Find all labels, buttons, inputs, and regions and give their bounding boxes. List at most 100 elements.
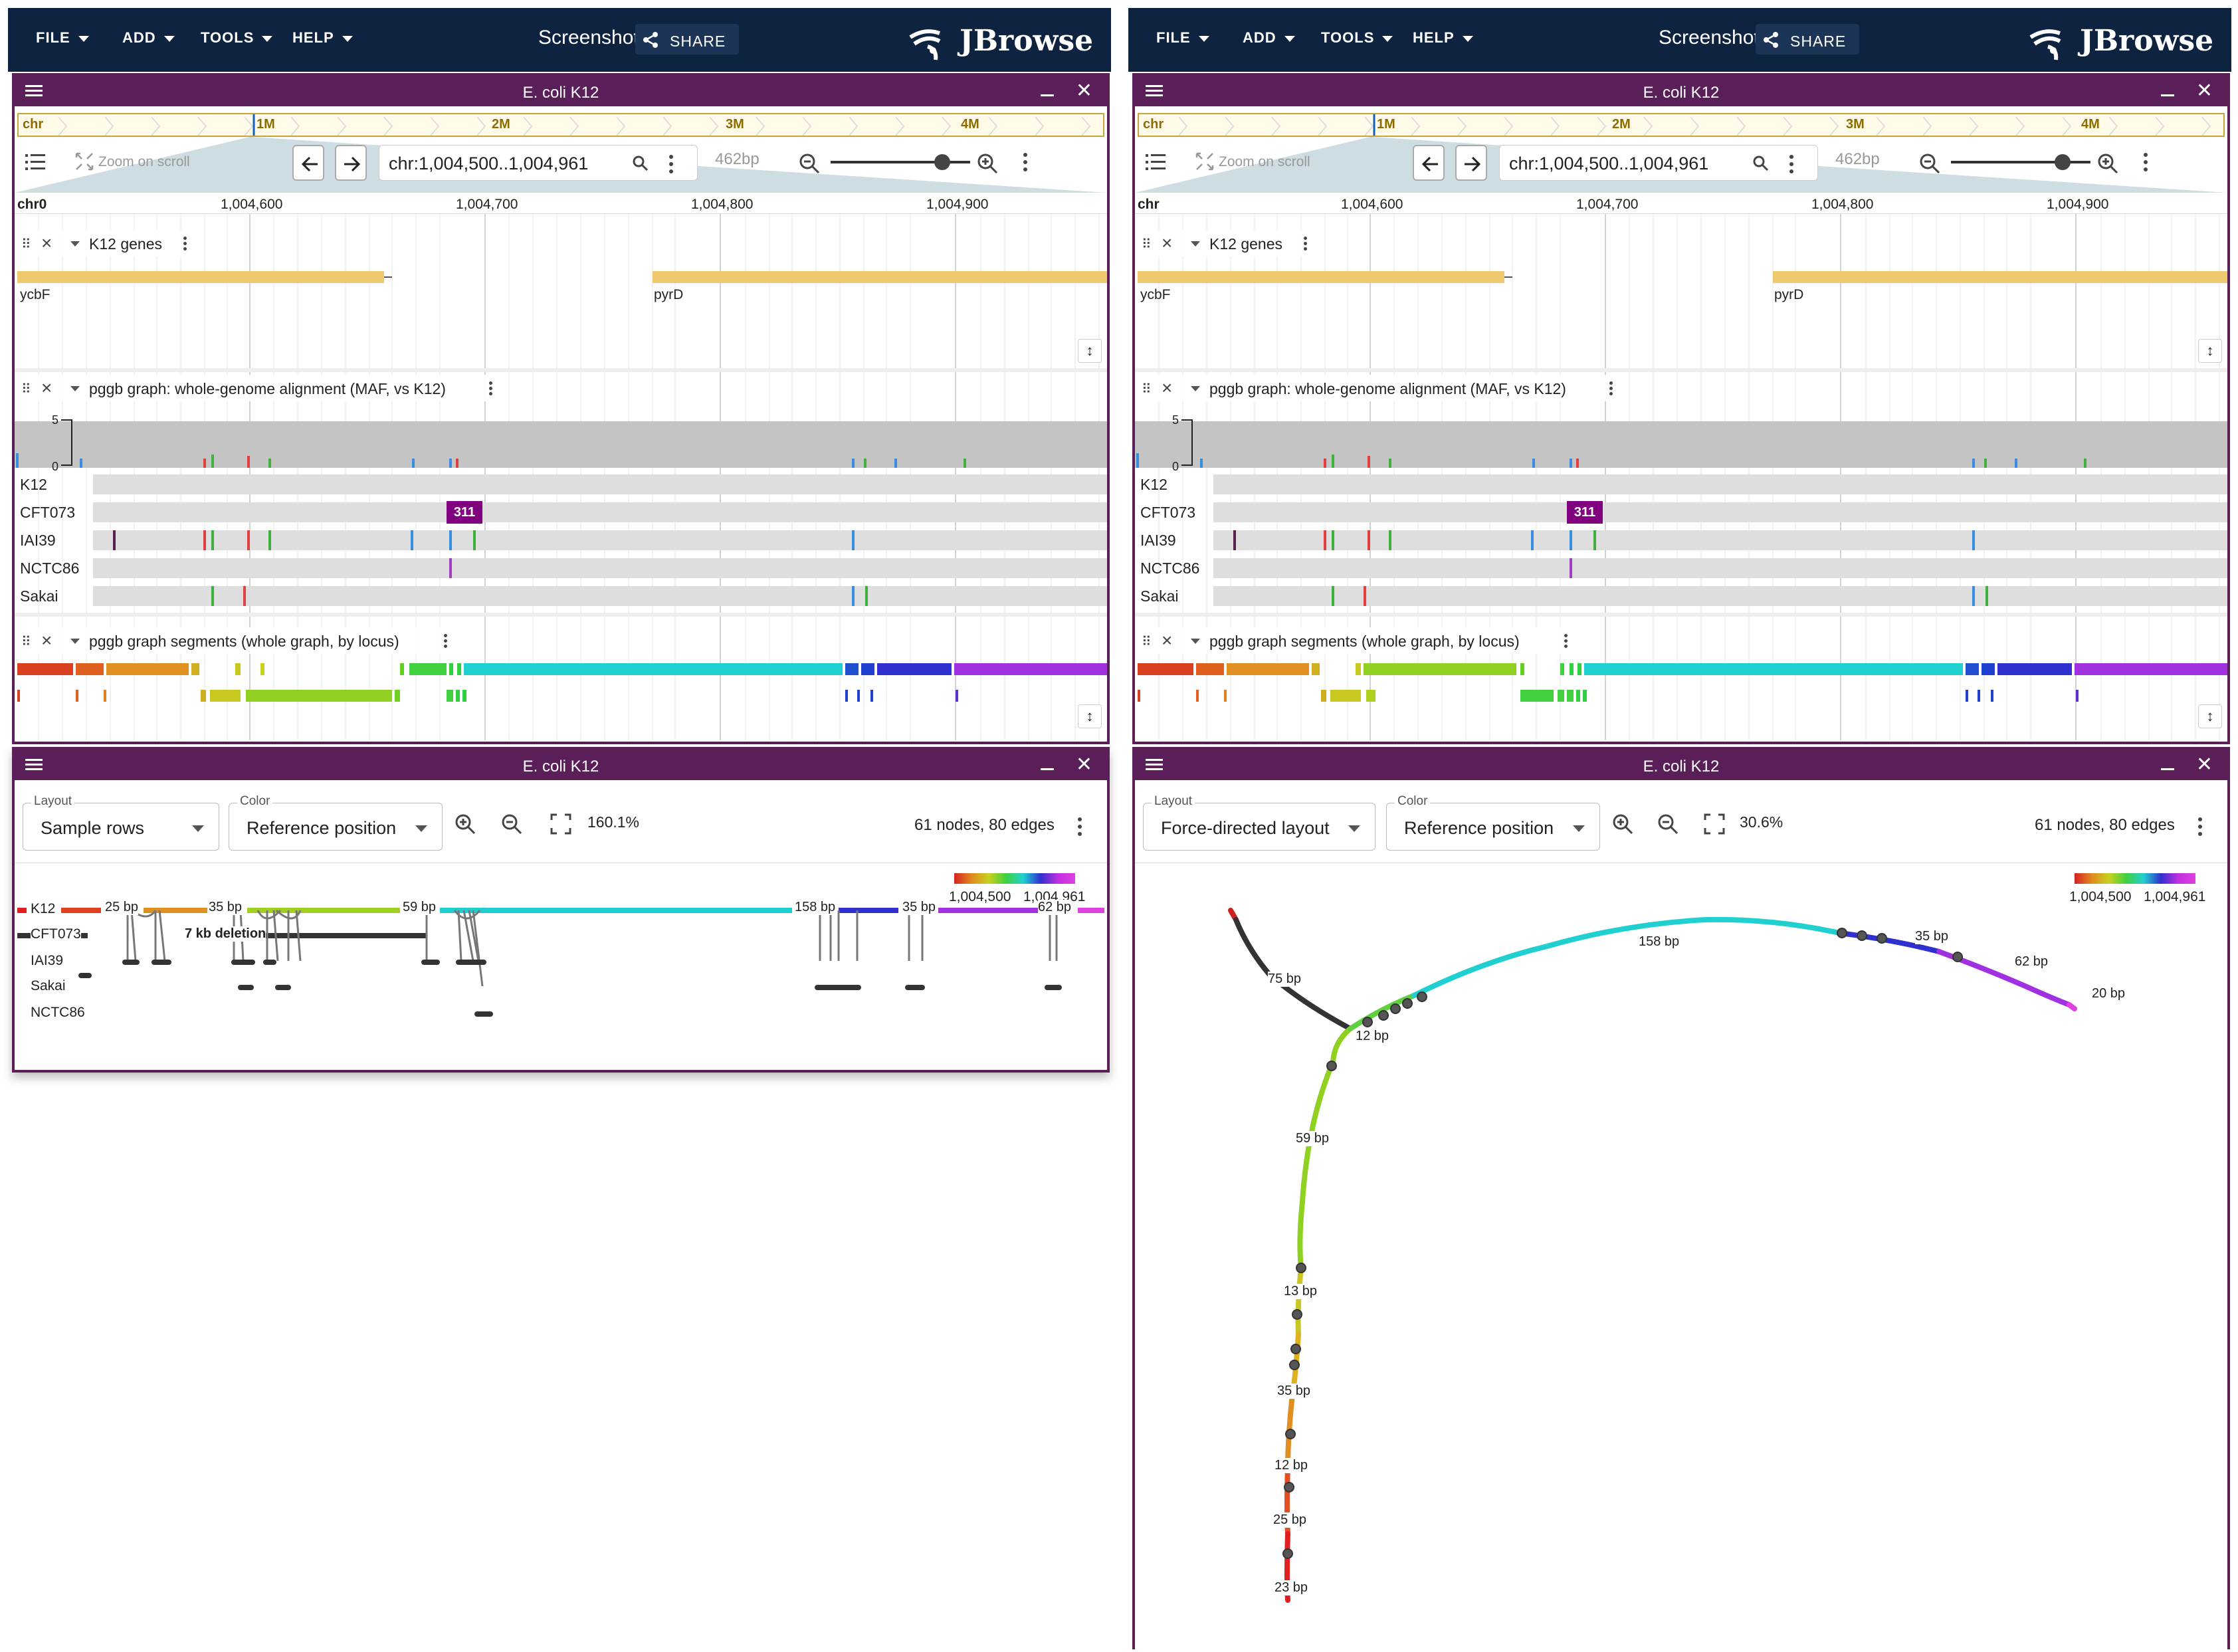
track-divider[interactable] xyxy=(1135,613,2227,617)
track-menu-icon[interactable] xyxy=(1609,381,1613,399)
scroll-right-button[interactable] xyxy=(335,145,367,181)
scroll-left-button[interactable] xyxy=(1413,145,1445,181)
minimize-icon[interactable] xyxy=(1041,768,1054,770)
view-options-icon[interactable] xyxy=(2144,153,2148,175)
zoom-out-icon[interactable] xyxy=(1657,813,1680,836)
close-track-icon[interactable]: × xyxy=(1162,377,1173,398)
minimize-icon[interactable] xyxy=(2161,94,2174,96)
locstring-menu-icon[interactable] xyxy=(1789,155,1793,177)
track-selector-icon[interactable] xyxy=(25,153,45,171)
minimize-icon[interactable] xyxy=(1041,94,1054,96)
share-button[interactable]: SHARE xyxy=(635,24,739,54)
scroll-right-button[interactable] xyxy=(1455,145,1487,181)
menu-help-label: HELP xyxy=(292,29,334,46)
chevron-down-icon[interactable] xyxy=(70,639,80,644)
search-icon[interactable] xyxy=(632,155,649,172)
menu-help[interactable]: HELP xyxy=(292,29,353,47)
menu-add[interactable]: ADD xyxy=(122,29,175,47)
minimize-icon[interactable] xyxy=(2161,768,2174,770)
menu-tools[interactable]: TOOLS xyxy=(1321,29,1393,47)
menu-file[interactable]: FILE xyxy=(1156,29,1209,47)
resize-track-icon[interactable]: ↕ xyxy=(2198,339,2222,363)
layout-select[interactable]: Layout Sample rows xyxy=(23,794,219,851)
share-button[interactable]: SHARE xyxy=(1756,24,1859,54)
chevron-down-icon[interactable] xyxy=(1191,386,1200,391)
overview-scale-bar[interactable]: chr 1M 2M 3M 4M xyxy=(1138,113,2225,137)
color-select[interactable]: Color Reference position xyxy=(229,794,443,851)
drag-handle-icon[interactable]: ⠿ xyxy=(21,635,31,649)
fit-to-view-icon[interactable] xyxy=(1704,813,1725,835)
zoom-in-icon[interactable] xyxy=(977,153,999,175)
graph-options-icon[interactable] xyxy=(1078,817,1082,839)
track-menu-icon[interactable] xyxy=(489,381,493,399)
view-options-icon[interactable] xyxy=(1023,153,1027,175)
zoom-in-icon[interactable] xyxy=(455,813,477,836)
chevron-down-icon[interactable] xyxy=(1191,241,1200,247)
drag-handle-icon[interactable]: ⠿ xyxy=(1142,635,1152,649)
track-menu-icon[interactable] xyxy=(444,634,448,651)
track-divider[interactable] xyxy=(1135,368,2227,372)
view-menu-icon[interactable] xyxy=(1146,85,1163,97)
drag-handle-icon[interactable]: ⠿ xyxy=(21,237,31,252)
color-select[interactable]: Color Reference position xyxy=(1386,794,1600,851)
locstring-input[interactable]: chr:1,004,500..1,004,961 xyxy=(1499,145,1818,181)
zoom-slider-thumb[interactable] xyxy=(2055,154,2071,170)
close-icon[interactable]: ✕ xyxy=(1075,80,1092,102)
zoom-in-icon[interactable] xyxy=(1612,813,1635,836)
gene-feature[interactable] xyxy=(1773,271,2227,283)
menu-file[interactable]: FILE xyxy=(36,29,89,47)
resize-track-icon[interactable]: ↕ xyxy=(2198,704,2222,728)
locstring-menu-icon[interactable] xyxy=(669,155,673,177)
track-menu-icon[interactable] xyxy=(183,237,187,254)
graph-options-icon[interactable] xyxy=(2198,817,2202,839)
zoom-out-icon[interactable] xyxy=(501,813,524,836)
chevron-down-icon[interactable] xyxy=(70,241,80,247)
gene-feature[interactable] xyxy=(653,271,1107,283)
gene-feature[interactable] xyxy=(1138,271,1504,283)
track-divider[interactable] xyxy=(15,613,1107,617)
close-icon[interactable]: ✕ xyxy=(2195,80,2213,102)
menu-help[interactable]: HELP xyxy=(1413,29,1473,47)
close-track-icon[interactable]: × xyxy=(41,377,52,398)
resize-track-icon[interactable]: ↕ xyxy=(1078,704,1102,728)
scroll-left-button[interactable] xyxy=(292,145,324,181)
chevron-down-icon[interactable] xyxy=(1191,639,1200,644)
resize-track-icon[interactable]: ↕ xyxy=(1078,339,1102,363)
overview-scale-bar[interactable]: chr 1M 2M 3M 4M xyxy=(17,113,1104,137)
gene-feature[interactable] xyxy=(17,271,384,283)
close-icon[interactable]: ✕ xyxy=(2195,754,2213,775)
close-icon[interactable]: ✕ xyxy=(1075,754,1092,775)
search-icon[interactable] xyxy=(1752,155,1770,172)
zoom-on-scroll-icon[interactable] xyxy=(74,152,94,171)
zoom-slider-thumb[interactable] xyxy=(934,154,950,170)
track-divider[interactable] xyxy=(15,368,1107,372)
zoom-out-icon[interactable] xyxy=(1919,153,1942,175)
track-menu-icon[interactable] xyxy=(1564,634,1568,651)
zoom-slider[interactable] xyxy=(831,154,970,170)
layout-select[interactable]: Layout Force-directed layout xyxy=(1143,794,1375,851)
drag-handle-icon[interactable]: ⠿ xyxy=(1142,382,1152,397)
close-track-icon[interactable]: × xyxy=(1162,233,1173,253)
menu-tools[interactable]: TOOLS xyxy=(201,29,273,47)
zoom-in-icon[interactable] xyxy=(2097,153,2120,175)
insertion-badge[interactable]: 311 xyxy=(447,501,482,524)
close-track-icon[interactable]: × xyxy=(41,630,52,651)
close-track-icon[interactable]: × xyxy=(41,233,52,253)
track-selector-icon[interactable] xyxy=(1146,153,1166,171)
locstring-input[interactable]: chr:1,004,500..1,004,961 xyxy=(379,145,698,181)
drag-handle-icon[interactable]: ⠿ xyxy=(21,382,31,397)
menu-add[interactable]: ADD xyxy=(1243,29,1295,47)
sample-rows-graph[interactable] xyxy=(15,896,1107,1062)
view-menu-icon[interactable] xyxy=(1146,759,1163,771)
track-menu-icon[interactable] xyxy=(1304,237,1308,254)
drag-handle-icon[interactable]: ⠿ xyxy=(1142,237,1152,252)
zoom-out-icon[interactable] xyxy=(799,153,821,175)
zoom-on-scroll-icon[interactable] xyxy=(1195,152,1215,171)
view-menu-icon[interactable] xyxy=(25,759,43,771)
zoom-slider[interactable] xyxy=(1951,154,2090,170)
chevron-down-icon[interactable] xyxy=(70,386,80,391)
fit-to-view-icon[interactable] xyxy=(550,813,571,835)
view-menu-icon[interactable] xyxy=(25,85,43,97)
insertion-badge[interactable]: 311 xyxy=(1567,501,1603,524)
close-track-icon[interactable]: × xyxy=(1162,630,1173,651)
